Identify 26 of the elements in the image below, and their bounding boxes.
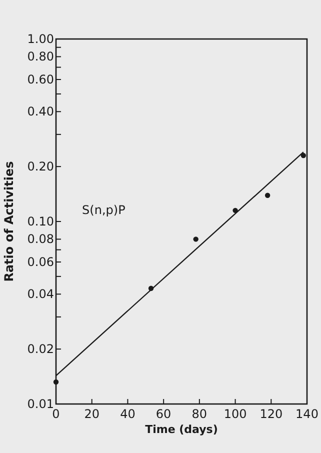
point — [264, 192, 270, 198]
x-tick-label: 60 — [156, 407, 172, 421]
y-tick-label: 1.00 — [27, 32, 54, 46]
x-tick-label: 0 — [52, 407, 60, 421]
x-tick-label: 80 — [192, 407, 208, 421]
x-tick-label: 20 — [84, 407, 100, 421]
y-tick-label: 0.02 — [27, 342, 54, 356]
y-tick-label: 0.60 — [27, 72, 54, 86]
y-tick-label: 0.10 — [27, 214, 54, 228]
y-tick-label: 0.08 — [27, 232, 54, 246]
point — [300, 152, 306, 158]
x-axis-title: Time (days) — [145, 423, 218, 436]
x-tick-label: 100 — [224, 407, 247, 421]
point — [193, 236, 198, 242]
y-tick-label: 0.04 — [27, 287, 54, 302]
point — [53, 379, 59, 385]
y-axis-title: Ratio of Activities — [2, 161, 16, 282]
y-tick-label: 0.40 — [27, 104, 54, 119]
annotation: S(n,p)P — [82, 203, 126, 218]
x-tick-label: 120 — [260, 407, 283, 421]
x-tick-label: 40 — [120, 407, 136, 421]
y-tick-label: 0.06 — [27, 254, 54, 269]
y-tick-label: 0.80 — [27, 50, 54, 64]
y-tick-label: 0.20 — [27, 160, 54, 174]
x-tick-label: 140 — [296, 407, 318, 421]
y-tick-label: 0.01 — [27, 397, 54, 411]
